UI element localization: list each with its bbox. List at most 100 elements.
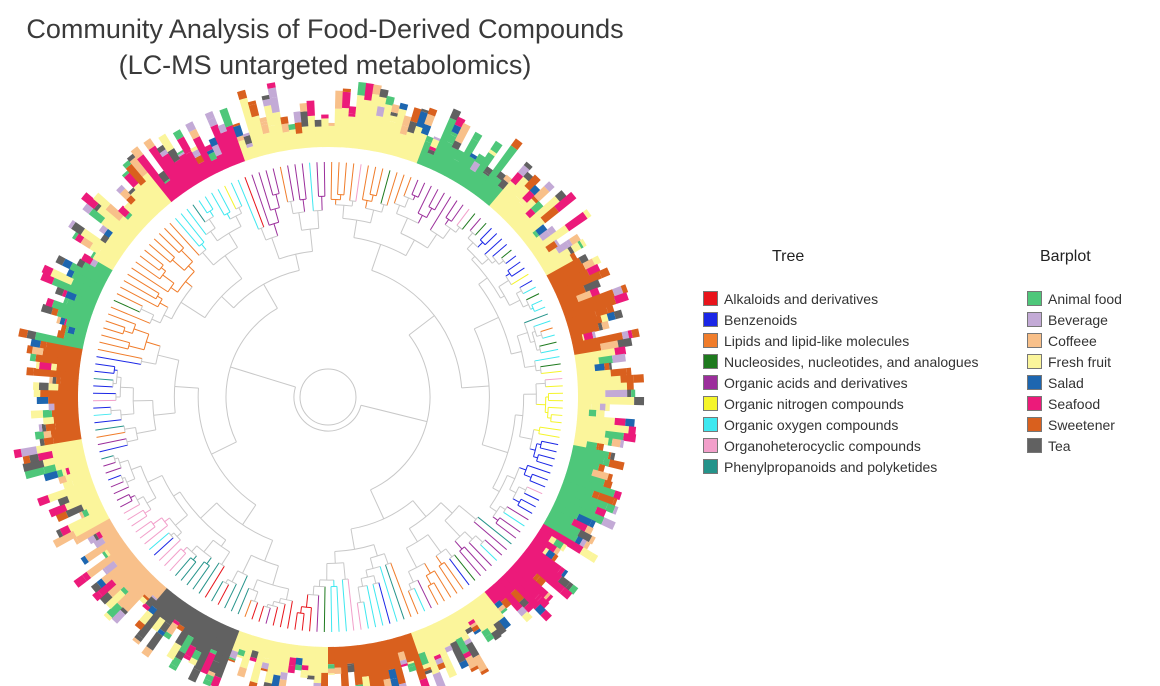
barplot-segment: [321, 118, 329, 148]
barplot-segment: [434, 657, 444, 666]
barplot-segment: [389, 677, 400, 686]
tree-branch: [143, 333, 150, 350]
tree-branch: [442, 228, 451, 239]
barplot-segment: [479, 176, 503, 203]
tree-branch: [113, 299, 140, 313]
tree-branch: [396, 205, 401, 214]
barplot-segment: [263, 132, 275, 155]
barplot-segment: [387, 108, 407, 156]
barplot-legend-label: Coffeee: [1048, 332, 1097, 349]
tree-branch: [142, 496, 152, 510]
tree-branch: [536, 443, 542, 446]
tree-branch: [417, 579, 432, 609]
tree-branch: [316, 595, 320, 632]
tree-branch: [363, 601, 369, 629]
tree-branch: [492, 516, 499, 521]
barplot-segment: [29, 353, 37, 362]
barplot-segment: [525, 208, 536, 219]
barplot-segment: [32, 382, 40, 391]
barplot-segment: [204, 111, 215, 121]
barplot-segment: [55, 510, 69, 523]
tree-branch: [120, 286, 158, 308]
barplot-segment: [189, 128, 200, 140]
tree-branch: [505, 255, 517, 265]
barplot-segment: [68, 220, 76, 229]
barplot-segment: [364, 83, 375, 101]
barplot-segment: [60, 324, 67, 333]
barplot-segment: [232, 122, 241, 128]
barplot-segment: [567, 315, 603, 332]
tree-branch: [225, 307, 278, 443]
barplot-segment: [123, 566, 150, 592]
barplot-segment: [143, 138, 156, 151]
barplot-segment: [328, 125, 336, 148]
tree-branch: [170, 532, 175, 536]
barplot-segment: [307, 646, 316, 676]
barplot-segment: [600, 313, 609, 323]
tree-branch: [533, 443, 538, 457]
tree-branch: [301, 163, 307, 200]
tree-branch: [115, 370, 119, 384]
barplot-segment: [320, 646, 328, 673]
barplot-segment: [574, 433, 605, 445]
barplot-segment: [238, 139, 252, 162]
barplot-legend-label: Beverage: [1048, 311, 1108, 328]
barplot-segment: [459, 606, 474, 623]
barplot-segment: [432, 621, 451, 649]
barplot-segment: [69, 262, 107, 287]
tree-branch: [337, 162, 340, 195]
barplot-segment: [56, 308, 91, 326]
barplot-segment: [81, 192, 99, 209]
barplot-segment: [464, 655, 478, 670]
barplot-segment: [569, 323, 600, 338]
barplot-segment: [583, 331, 594, 341]
barplot-segment: [620, 374, 635, 384]
barplot-legend-item: Salad: [1027, 372, 1122, 393]
barplot-segment: [94, 261, 113, 276]
barplot-segment: [321, 114, 329, 119]
barplot-segment: [399, 131, 415, 160]
barplot-segment: [519, 217, 546, 241]
barplot-segment: [288, 123, 297, 131]
barplot-segment: [105, 203, 125, 221]
tree-branch: [459, 550, 482, 577]
tree-branch: [479, 227, 492, 241]
barplot-segment: [433, 136, 441, 142]
barplot-segment: [554, 191, 577, 213]
barplot-segment: [364, 93, 381, 151]
barplot-segment: [56, 315, 62, 324]
barplot-segment: [228, 656, 236, 661]
tree-branch: [169, 222, 200, 256]
tree-branch: [440, 502, 453, 514]
tree-branch: [161, 517, 169, 526]
barplot-segment: [295, 645, 304, 659]
tree-branch: [417, 185, 432, 214]
barplot-segment: [111, 609, 126, 624]
barplot-segment: [444, 645, 453, 653]
barplot-segment: [71, 271, 105, 292]
barplot-segment: [565, 468, 606, 487]
barplot-segment: [399, 634, 414, 663]
barplot-segment: [536, 528, 552, 542]
barplot-segment: [376, 106, 386, 117]
tree-legend-label: Phenylpropanoids and polyketides: [724, 458, 938, 475]
tree-branch: [445, 200, 458, 218]
tree-branch: [113, 455, 117, 463]
barplot-segment: [18, 328, 29, 338]
barplot-segment: [296, 133, 305, 149]
barplot-segment: [131, 199, 154, 223]
tree-branch: [273, 223, 279, 236]
tree-branch: [227, 579, 237, 585]
tree-branch: [209, 210, 214, 217]
barplot-legend-item: Beverage: [1027, 309, 1122, 330]
tree-branch: [174, 385, 199, 389]
tree-branch: [474, 222, 487, 236]
barplot-segment: [472, 654, 488, 673]
tree-branch: [466, 242, 474, 250]
barplot-segment: [299, 102, 308, 112]
barplot-segment: [606, 473, 614, 483]
barplot-segment: [130, 146, 144, 160]
tree-branch: [110, 306, 151, 324]
tree-branch: [473, 521, 508, 551]
legend-tree-heading: Tree: [772, 248, 805, 265]
